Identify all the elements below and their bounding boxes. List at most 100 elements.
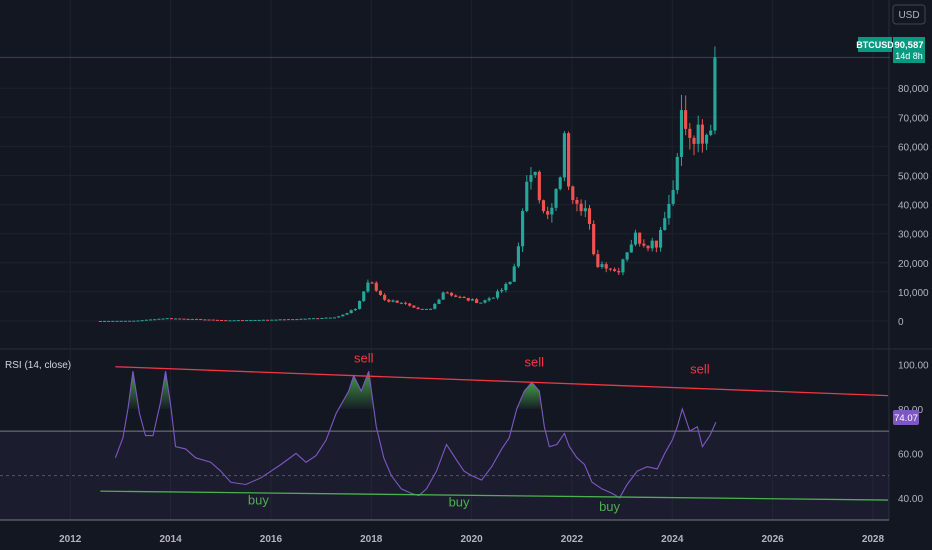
candle-body[interactable]: [475, 299, 479, 303]
candle-body[interactable]: [383, 294, 387, 300]
candle-body[interactable]: [220, 320, 224, 322]
candle-body[interactable]: [349, 310, 353, 314]
candle-body[interactable]: [512, 266, 516, 282]
candle-body[interactable]: [345, 313, 349, 315]
candle-body[interactable]: [688, 128, 692, 138]
candle-body[interactable]: [416, 307, 420, 310]
candle-body[interactable]: [362, 291, 366, 301]
candle-body[interactable]: [211, 319, 215, 321]
candle-body[interactable]: [399, 302, 403, 304]
candle-body[interactable]: [240, 320, 245, 322]
candle-body[interactable]: [709, 130, 713, 135]
candle-body[interactable]: [261, 319, 265, 321]
sell-annotation[interactable]: sell: [525, 355, 545, 370]
candle-body[interactable]: [270, 319, 274, 321]
candle-body[interactable]: [692, 137, 696, 144]
candle-body[interactable]: [408, 303, 412, 306]
candle-body[interactable]: [629, 244, 633, 253]
candle-body[interactable]: [303, 318, 307, 320]
candle-body[interactable]: [102, 320, 107, 322]
candle-body[interactable]: [529, 175, 533, 182]
candle-body[interactable]: [525, 181, 529, 211]
candle-body[interactable]: [307, 318, 311, 320]
candle-body[interactable]: [604, 264, 608, 269]
candle-body[interactable]: [671, 190, 675, 204]
candle-body[interactable]: [316, 318, 320, 320]
candle-body[interactable]: [550, 207, 554, 215]
buy-annotation[interactable]: buy: [248, 492, 269, 507]
candle-body[interactable]: [696, 124, 700, 144]
candle-body[interactable]: [324, 317, 328, 319]
candle-body[interactable]: [420, 308, 424, 310]
candle-body[interactable]: [445, 292, 449, 294]
candle-body[interactable]: [646, 245, 650, 249]
rsi-line[interactable]: [114, 370, 717, 499]
candle-body[interactable]: [123, 320, 127, 322]
candle-body[interactable]: [667, 203, 671, 219]
candle-body[interactable]: [190, 318, 194, 320]
candle-body[interactable]: [295, 319, 299, 321]
candle-body[interactable]: [98, 320, 102, 322]
candle-body[interactable]: [395, 300, 399, 303]
candle-body[interactable]: [132, 320, 136, 322]
candle-body[interactable]: [483, 300, 487, 303]
buy-annotation[interactable]: buy: [449, 495, 470, 510]
candle-body[interactable]: [491, 297, 495, 299]
candle-body[interactable]: [311, 318, 316, 320]
sell-annotation[interactable]: sell: [354, 350, 374, 365]
candle-body[interactable]: [182, 318, 186, 320]
candle-body[interactable]: [704, 134, 709, 144]
candle-body[interactable]: [592, 223, 596, 255]
buy-annotation[interactable]: buy: [599, 499, 620, 514]
candle-body[interactable]: [157, 318, 161, 320]
rsi-indicator-label[interactable]: RSI (14, close): [5, 360, 71, 371]
candle-body[interactable]: [613, 269, 617, 271]
currency-button-box[interactable]: [892, 4, 926, 25]
candle-body[interactable]: [600, 264, 604, 267]
candle-body[interactable]: [169, 318, 173, 320]
candle-body[interactable]: [479, 302, 483, 304]
candle-body[interactable]: [650, 240, 654, 249]
candle-body[interactable]: [638, 232, 642, 244]
sell-trendline[interactable]: [115, 366, 889, 397]
candle-body[interactable]: [136, 320, 140, 322]
candle-body[interactable]: [508, 281, 512, 284]
candle-body[interactable]: [111, 320, 115, 322]
candle-body[interactable]: [366, 282, 370, 292]
candle-body[interactable]: [579, 203, 583, 212]
candle-body[interactable]: [370, 282, 374, 284]
candle-body[interactable]: [178, 318, 182, 320]
candle-body[interactable]: [320, 317, 324, 319]
candle-body[interactable]: [642, 243, 646, 246]
candle-body[interactable]: [186, 318, 190, 320]
candle-body[interactable]: [537, 171, 541, 201]
candle-body[interactable]: [654, 240, 658, 248]
candle-body[interactable]: [554, 189, 558, 208]
candle-body[interactable]: [215, 319, 219, 321]
candle-body[interactable]: [608, 268, 612, 270]
candle-body[interactable]: [115, 320, 119, 322]
candle-body[interactable]: [286, 319, 291, 321]
candle-body[interactable]: [165, 318, 169, 320]
candle-body[interactable]: [516, 246, 520, 267]
candle-body[interactable]: [140, 320, 144, 322]
candle-body[interactable]: [441, 292, 445, 300]
candle-body[interactable]: [299, 318, 303, 320]
candle-body[interactable]: [228, 320, 232, 322]
candle-body[interactable]: [596, 254, 600, 267]
candle-body[interactable]: [454, 295, 458, 297]
candle-body[interactable]: [504, 283, 508, 290]
candle-body[interactable]: [575, 199, 579, 204]
candle-body[interactable]: [199, 319, 203, 321]
candle-body[interactable]: [337, 316, 341, 318]
candle-body[interactable]: [403, 302, 408, 304]
candle-body[interactable]: [449, 292, 454, 296]
candle-body[interactable]: [495, 291, 500, 298]
candle-body[interactable]: [429, 308, 433, 310]
candle-body[interactable]: [562, 133, 566, 178]
candle-body[interactable]: [424, 308, 429, 310]
candle-body[interactable]: [341, 314, 345, 317]
candle-body[interactable]: [128, 320, 132, 322]
candle-body[interactable]: [291, 319, 295, 321]
candle-body[interactable]: [533, 171, 537, 176]
